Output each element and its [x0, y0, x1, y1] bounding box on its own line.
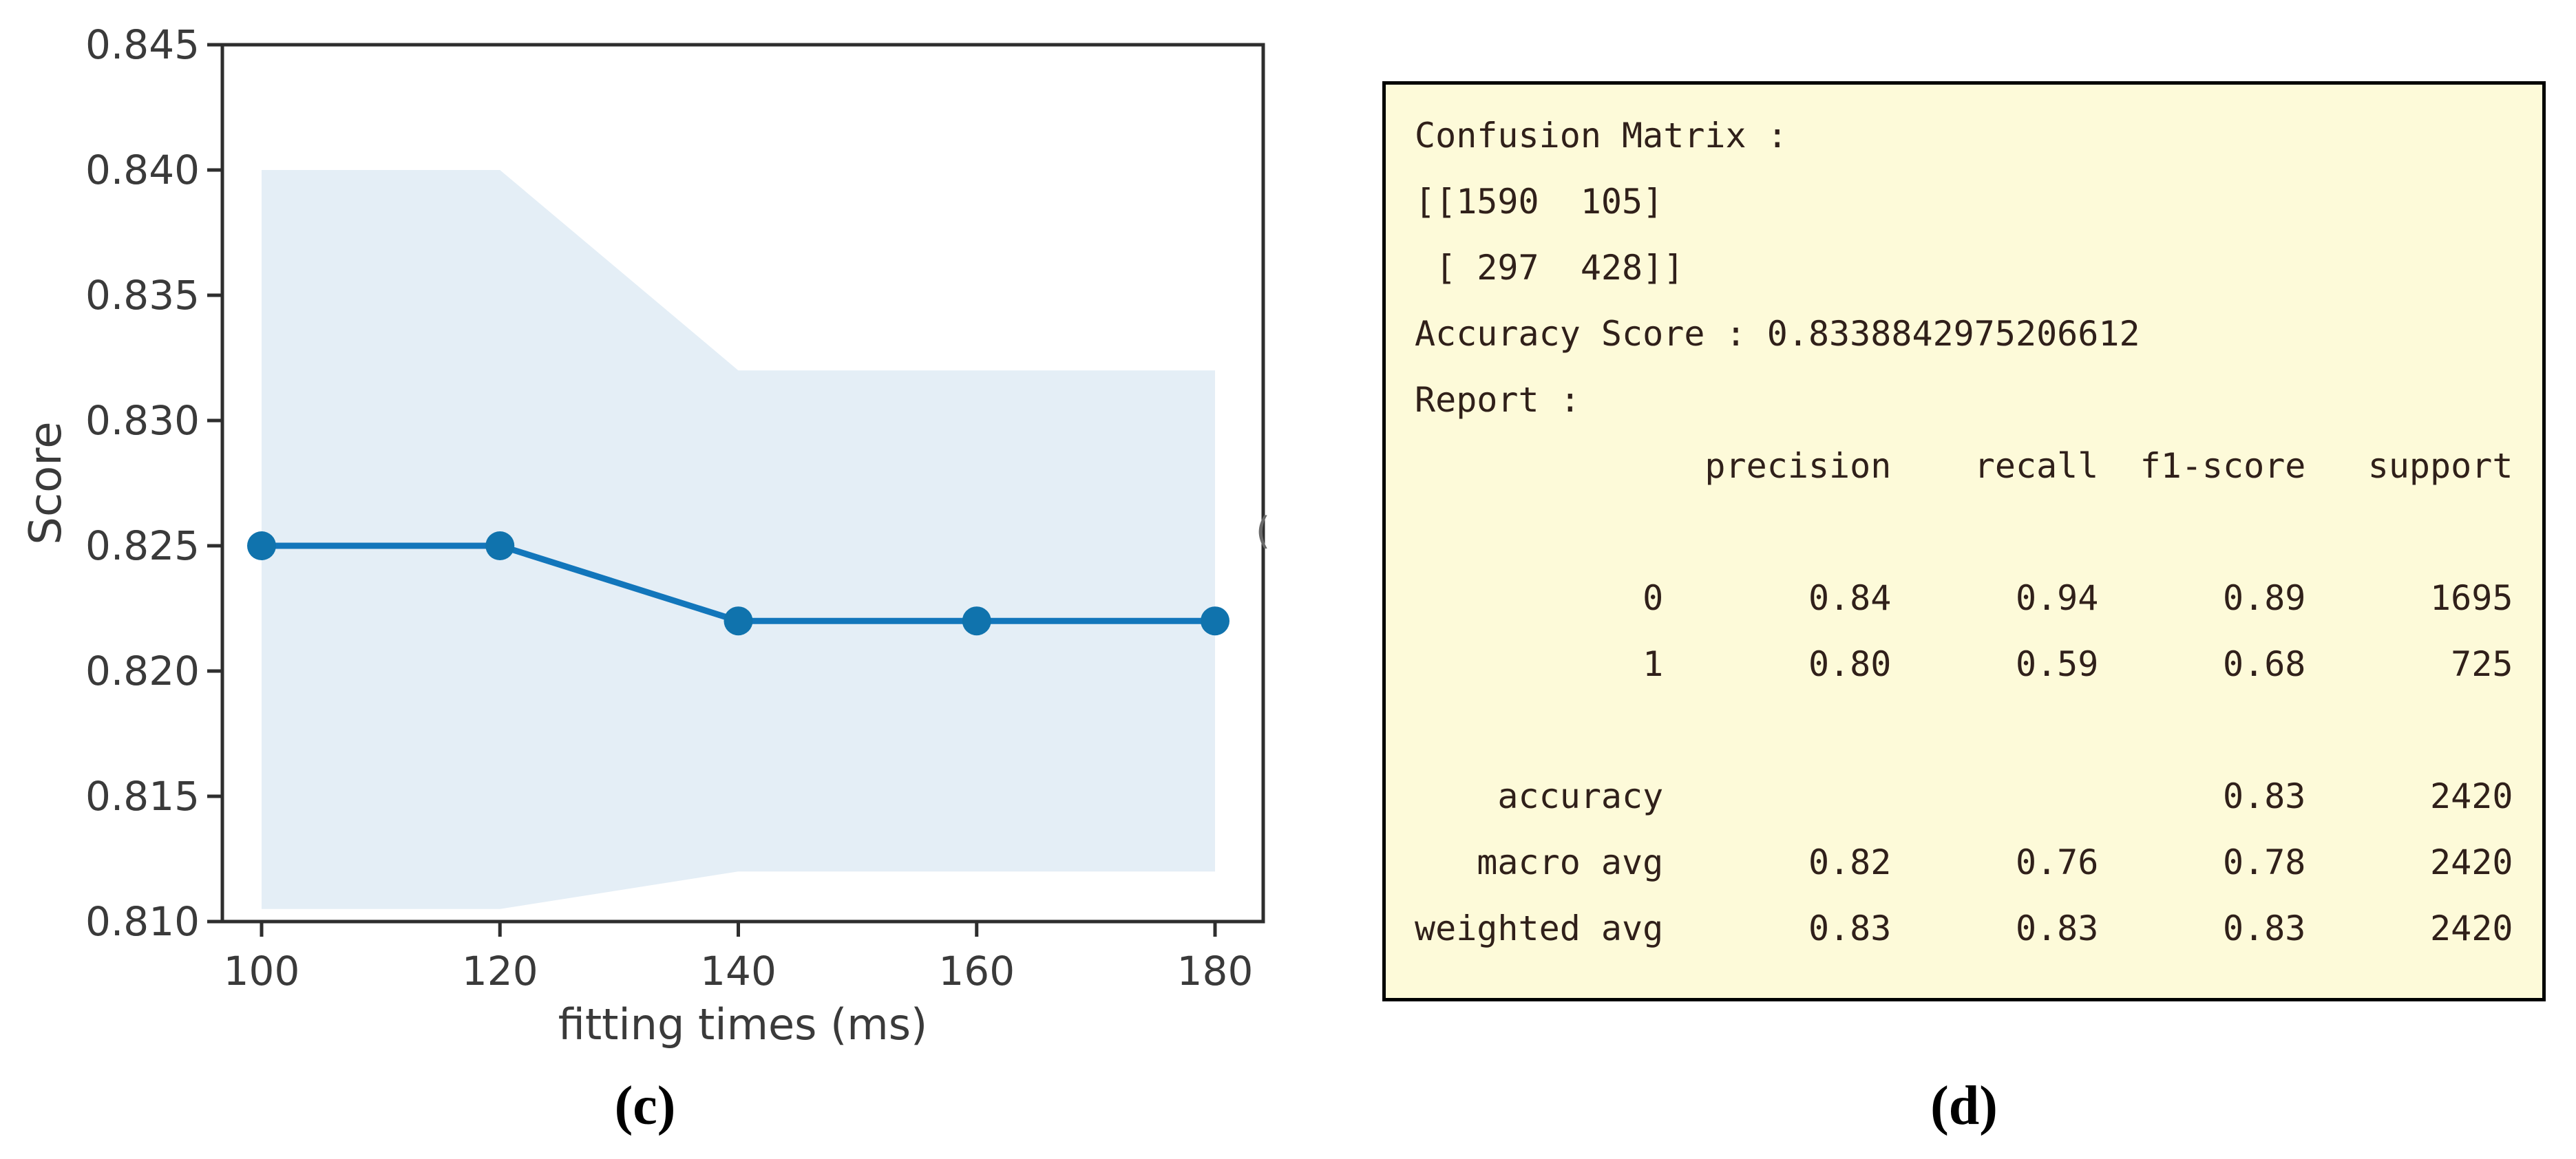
- data-point: [247, 531, 276, 560]
- x-axis-label: fitting times (ms): [558, 999, 927, 1050]
- confidence-band: [262, 170, 1215, 909]
- x-tick-label: 120: [462, 948, 538, 995]
- classification-report-panel: Confusion Matrix : [[1590 105] [ 297 428…: [1382, 81, 2546, 1001]
- console-text: Confusion Matrix : [[1590 105] [ 297 428…: [1415, 116, 2513, 948]
- x-tick-label: 100: [224, 948, 300, 995]
- y-tick-label: 0.840: [85, 147, 200, 193]
- y-tick-label: 0.815: [85, 773, 200, 820]
- clipped-edge-artifact: (: [1256, 509, 1271, 553]
- score-line-chart: 0.845 0.840 0.835 0.830 0.825 0.820 0.815 0.810…: [0, 0, 1308, 1074]
- y-tick-label: 0.820: [85, 648, 200, 694]
- y-tick-label: 0.830: [85, 397, 200, 444]
- x-tick-label: 160: [938, 948, 1015, 995]
- chart-canvas: 0.845 0.840 0.835 0.830 0.825 0.820 0.815 0.810…: [21, 21, 1265, 1050]
- x-tick-label: 140: [700, 948, 777, 995]
- x-tick-label: 180: [1177, 948, 1254, 995]
- data-point: [1201, 606, 1229, 636]
- data-point: [962, 606, 991, 636]
- data-point: [485, 531, 515, 560]
- plot-border: [220, 43, 1265, 924]
- y-tick-label: 0.825: [85, 522, 200, 569]
- y-tick-label: 0.810: [85, 898, 200, 945]
- y-tick-label: 0.835: [85, 272, 200, 319]
- y-tick-label: 0.845: [85, 21, 200, 68]
- data-point: [724, 606, 753, 636]
- subfigure-caption-d: (d): [1930, 1076, 1998, 1136]
- subfigure-caption-c: (c): [614, 1076, 676, 1136]
- y-axis-label: Score: [21, 421, 72, 544]
